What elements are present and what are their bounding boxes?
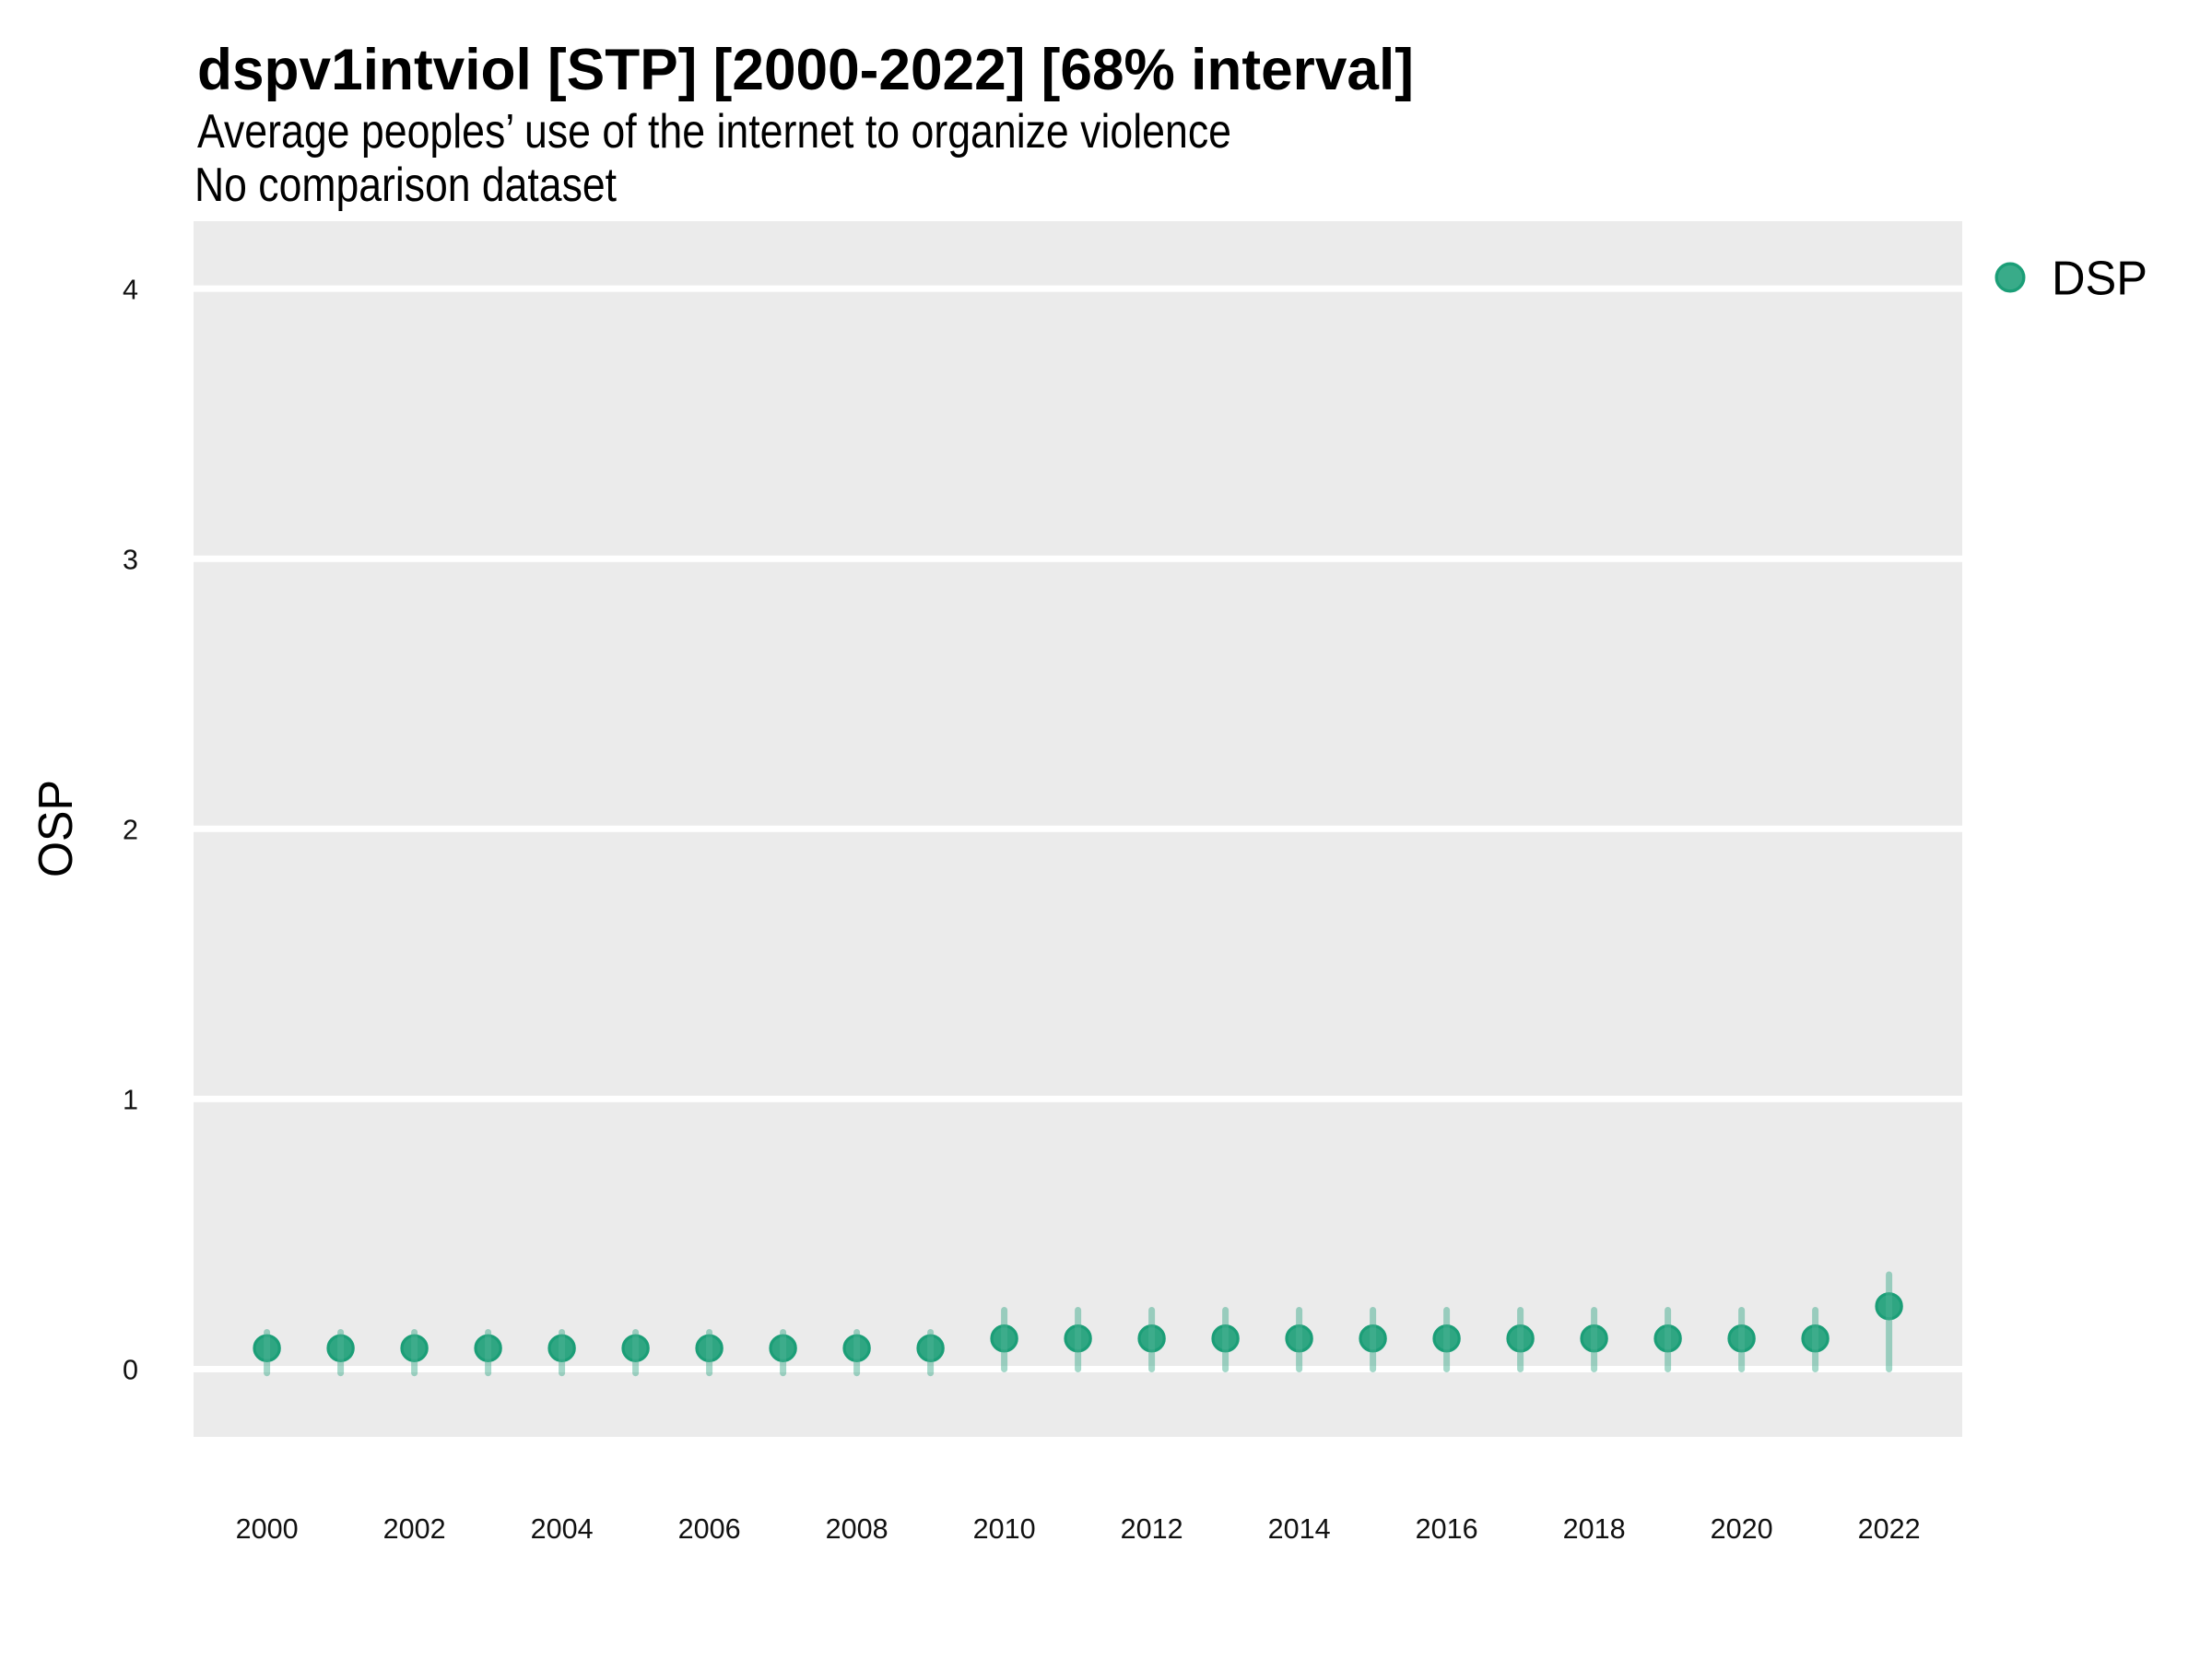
svg-text:dspv1intviol [STP] [2000-2022]: dspv1intviol [STP] [2000-2022] [68% inte… <box>197 38 1414 102</box>
svg-text:0: 0 <box>123 1354 138 1386</box>
svg-text:2002: 2002 <box>383 1512 446 1545</box>
svg-text:2004: 2004 <box>531 1512 594 1545</box>
svg-text:2016: 2016 <box>1416 1512 1478 1545</box>
svg-text:No comparison dataset: No comparison dataset <box>194 159 617 212</box>
svg-text:2020: 2020 <box>1711 1512 1773 1545</box>
svg-text:2014: 2014 <box>1268 1512 1331 1545</box>
svg-text:2018: 2018 <box>1563 1512 1626 1545</box>
svg-text:2010: 2010 <box>973 1512 1036 1545</box>
svg-text:4: 4 <box>123 273 138 305</box>
svg-text:2: 2 <box>123 814 138 846</box>
svg-text:2008: 2008 <box>826 1512 888 1545</box>
svg-text:Average peoples’ use of the in: Average peoples’ use of the internet to … <box>197 105 1231 159</box>
svg-text:OSP: OSP <box>29 780 83 877</box>
svg-text:3: 3 <box>123 543 138 575</box>
svg-text:DSP: DSP <box>2052 252 2147 305</box>
svg-text:2022: 2022 <box>1858 1512 1921 1545</box>
svg-text:2012: 2012 <box>1121 1512 1183 1545</box>
svg-text:2000: 2000 <box>236 1512 299 1545</box>
svg-text:2006: 2006 <box>678 1512 741 1545</box>
svg-text:1: 1 <box>123 1084 138 1116</box>
